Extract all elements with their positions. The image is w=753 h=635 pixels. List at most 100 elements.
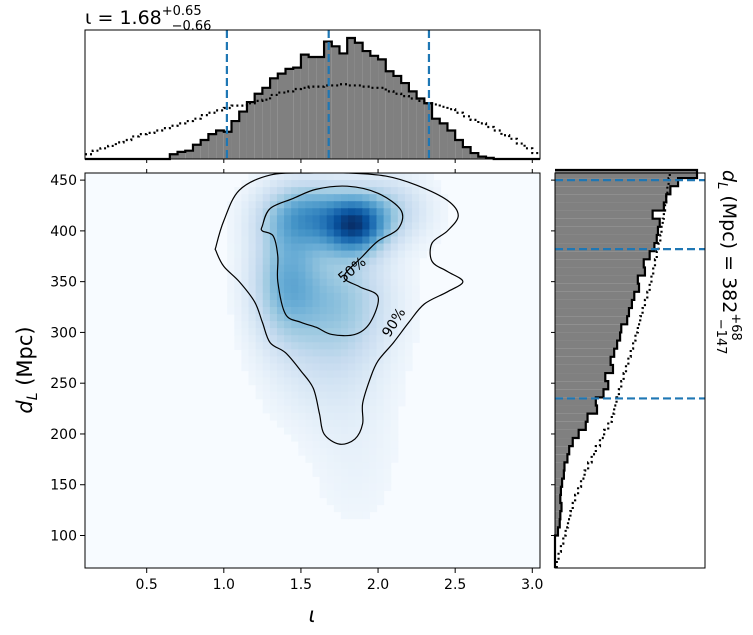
heatmap-cell bbox=[276, 236, 285, 245]
heatmap-cell bbox=[276, 215, 285, 223]
heatmap-cell bbox=[397, 264, 406, 273]
heatmap-cell bbox=[269, 328, 278, 336]
heatmap-cell bbox=[333, 433, 342, 442]
heatmap-cell bbox=[284, 187, 292, 195]
heatmap-cell bbox=[326, 257, 335, 266]
heatmap-cell bbox=[312, 201, 321, 209]
top-panel-frame bbox=[84, 29, 541, 160]
heatmap-cell bbox=[383, 377, 392, 386]
joint-contours bbox=[214, 173, 464, 445]
heatmap-cell bbox=[355, 356, 363, 365]
heatmap-cell bbox=[326, 384, 335, 393]
heatmap-cell bbox=[248, 285, 257, 294]
heatmap-cell bbox=[348, 321, 356, 329]
x-tick-label: 2.0 bbox=[367, 577, 389, 593]
heatmap-cell bbox=[319, 462, 328, 470]
heatmap-cell bbox=[383, 180, 392, 188]
heatmap-cell bbox=[326, 370, 335, 379]
heatmap-cell bbox=[298, 412, 306, 421]
heatmap-cell bbox=[362, 187, 370, 195]
heatmap-cell bbox=[234, 208, 243, 216]
heatmap-cell bbox=[333, 208, 342, 216]
heatmap-cell bbox=[333, 264, 342, 273]
heatmap-cell bbox=[376, 342, 385, 350]
heatmap-cell bbox=[326, 483, 335, 492]
heatmap-cell bbox=[333, 271, 342, 280]
heatmap-cell bbox=[412, 257, 420, 266]
heatmap-cell bbox=[227, 307, 235, 315]
heatmap-cell bbox=[276, 264, 285, 273]
heatmap-cell bbox=[369, 504, 378, 513]
heatmap-cell bbox=[284, 180, 292, 188]
heatmap-cell bbox=[284, 278, 292, 287]
heatmap-cell bbox=[269, 208, 278, 216]
heatmap-cell bbox=[376, 377, 385, 386]
top-bar bbox=[300, 54, 309, 159]
x-tick-label: 3.0 bbox=[521, 577, 543, 593]
heatmap-cell bbox=[248, 229, 257, 238]
heatmap-cell bbox=[298, 419, 306, 428]
heatmap-cell bbox=[298, 384, 306, 393]
heatmap-cell bbox=[319, 292, 328, 301]
heatmap-cell bbox=[390, 370, 399, 379]
heatmap-cell bbox=[362, 257, 370, 266]
heatmap-cell bbox=[262, 222, 271, 231]
heatmap-cell bbox=[362, 194, 370, 202]
heatmap-cell bbox=[326, 173, 335, 181]
heatmap-cell bbox=[340, 335, 349, 343]
heatmap-cell bbox=[312, 349, 321, 357]
heatmap-cell bbox=[355, 271, 363, 280]
heatmap-cell bbox=[284, 264, 292, 273]
heatmap-cell bbox=[298, 398, 306, 407]
heatmap-cell bbox=[348, 370, 356, 379]
heatmap-cell bbox=[369, 173, 378, 181]
heatmap-cell bbox=[369, 335, 378, 343]
heatmap-cell bbox=[333, 307, 342, 315]
heatmap-cell bbox=[326, 335, 335, 343]
heatmap-cell bbox=[291, 285, 299, 294]
heatmap-cell bbox=[355, 384, 363, 393]
heatmap-cell bbox=[390, 180, 399, 188]
heatmap-cell bbox=[383, 201, 392, 209]
heatmap-cell bbox=[305, 264, 314, 273]
right-bar bbox=[555, 511, 561, 520]
heatmap-cell bbox=[397, 271, 406, 280]
heatmap-cell bbox=[262, 229, 271, 238]
heatmap-cell bbox=[291, 328, 299, 336]
heatmap-cell bbox=[404, 363, 413, 372]
right-bar bbox=[555, 381, 609, 390]
heatmap-cell bbox=[333, 201, 342, 209]
heatmap-cell bbox=[390, 215, 399, 223]
heatmap-cell bbox=[412, 264, 420, 273]
heatmap-cell bbox=[340, 201, 349, 209]
heatmap-cell bbox=[348, 419, 356, 428]
heatmap-cell bbox=[312, 328, 321, 336]
heatmap-cell bbox=[241, 208, 250, 216]
heatmap-cell bbox=[348, 455, 356, 463]
heatmap-cell bbox=[340, 419, 349, 428]
heatmap-cell bbox=[369, 398, 378, 407]
heatmap-cell bbox=[412, 229, 420, 238]
heatmap-cell bbox=[362, 391, 370, 400]
heatmap-cell bbox=[284, 257, 292, 266]
heatmap-cell bbox=[284, 419, 292, 428]
heatmap-cell bbox=[426, 173, 434, 181]
heatmap-cell bbox=[369, 370, 378, 379]
heatmap-cell bbox=[291, 180, 299, 188]
heatmap-cell bbox=[269, 321, 278, 329]
heatmap-cell bbox=[284, 236, 292, 245]
heatmap-cell bbox=[390, 222, 399, 231]
heatmap-cell bbox=[404, 292, 413, 301]
heatmap-cell bbox=[333, 236, 342, 245]
heatmap-cell bbox=[333, 462, 342, 470]
heatmap-cell bbox=[376, 391, 385, 400]
heatmap-cell bbox=[362, 504, 370, 513]
heatmap-cell bbox=[362, 511, 370, 520]
heatmap-cell bbox=[404, 278, 413, 287]
right-bar bbox=[555, 429, 579, 439]
heatmap-cell bbox=[397, 285, 406, 294]
heatmap-cell bbox=[255, 201, 264, 209]
heatmap-cell bbox=[234, 292, 243, 301]
heatmap-cell bbox=[369, 307, 378, 315]
heatmap-cell bbox=[262, 208, 271, 216]
